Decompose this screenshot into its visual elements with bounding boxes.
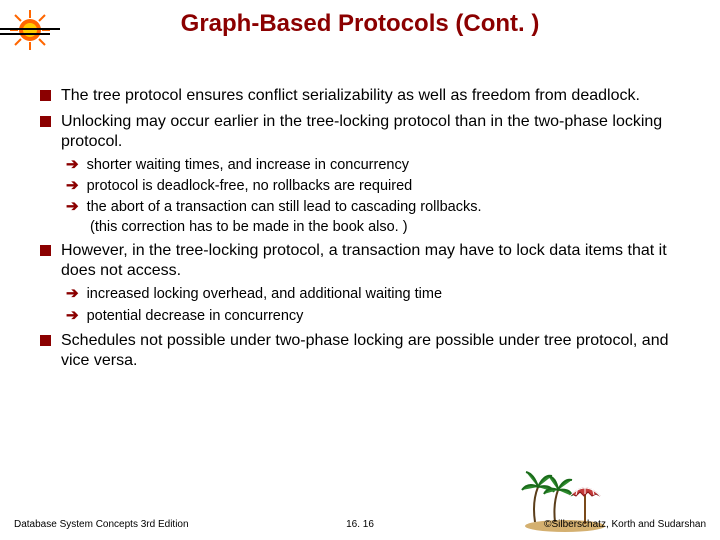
footer-center: 16. 16: [245, 519, 476, 530]
bullet-level1: Schedules not possible under two-phase l…: [40, 331, 684, 371]
bullet-level1: Unlocking may occur earlier in the tree-…: [40, 112, 684, 152]
slide-footer: Database System Concepts 3rd Edition 16.…: [0, 519, 720, 530]
arrow-bullet-icon: ➔: [66, 307, 79, 325]
square-bullet-icon: [40, 245, 51, 256]
bullet-text: shorter waiting times, and increase in c…: [87, 156, 409, 174]
bullet-level2: ➔ shorter waiting times, and increase in…: [66, 156, 684, 174]
slide: Graph-Based Protocols (Cont. ) The tree …: [0, 0, 720, 540]
arrow-bullet-icon: ➔: [66, 285, 79, 303]
bullet-text: The tree protocol ensures conflict seria…: [61, 86, 640, 106]
slide-content: The tree protocol ensures conflict seria…: [40, 80, 684, 375]
bullet-level1: However, in the tree-locking protocol, a…: [40, 241, 684, 281]
bullet-text: protocol is deadlock-free, no rollbacks …: [87, 177, 413, 195]
square-bullet-icon: [40, 116, 51, 127]
bullet-note: (this correction has to be made in the b…: [90, 219, 684, 235]
bullet-text: Unlocking may occur earlier in the tree-…: [61, 112, 684, 152]
bullet-level1: The tree protocol ensures conflict seria…: [40, 86, 684, 106]
bullet-text: increased locking overhead, and addition…: [87, 285, 442, 303]
bullet-text: Schedules not possible under two-phase l…: [61, 331, 684, 371]
arrow-bullet-icon: ➔: [66, 198, 79, 216]
bullet-level2: ➔ potential decrease in concurrency: [66, 307, 684, 325]
arrow-bullet-icon: ➔: [66, 156, 79, 174]
footer-right: ©Silberschatz, Korth and Sudarshan: [475, 519, 706, 530]
square-bullet-icon: [40, 335, 51, 346]
bullet-text: the abort of a transaction can still lea…: [87, 198, 482, 216]
horizon-line-icon: [0, 28, 60, 30]
bullet-level2: ➔ the abort of a transaction can still l…: [66, 198, 684, 216]
arrow-bullet-icon: ➔: [66, 177, 79, 195]
square-bullet-icon: [40, 90, 51, 101]
slide-title: Graph-Based Protocols (Cont. ): [0, 0, 720, 38]
bullet-text: However, in the tree-locking protocol, a…: [61, 241, 684, 281]
bullet-level2: ➔ increased locking overhead, and additi…: [66, 285, 684, 303]
footer-left: Database System Concepts 3rd Edition: [14, 519, 245, 530]
horizon-line-icon: [0, 33, 50, 35]
bullet-level2: ➔ protocol is deadlock-free, no rollback…: [66, 177, 684, 195]
bullet-text: potential decrease in concurrency: [87, 307, 304, 325]
